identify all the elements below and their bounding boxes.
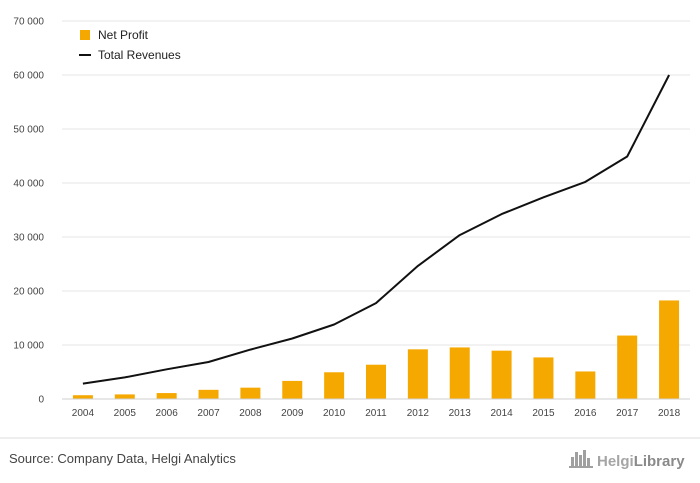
y-tick-label: 50 000 — [13, 125, 44, 136]
x-tick-label: 2008 — [239, 408, 262, 419]
bar-net-profit — [575, 371, 596, 399]
net-profit-bars — [72, 300, 680, 399]
bar-net-profit — [366, 364, 386, 399]
x-tick-label: 2012 — [407, 408, 430, 419]
bar-net-profit — [449, 347, 470, 399]
bar-net-profit — [198, 389, 219, 399]
x-tick-label: 2014 — [490, 408, 513, 419]
x-tick-label: 2010 — [323, 408, 346, 419]
y-tick-label: 70 000 — [13, 17, 44, 28]
x-tick-label: 2007 — [197, 408, 220, 419]
bar-net-profit — [156, 393, 177, 399]
y-tick-label: 0 — [38, 395, 44, 406]
bar-net-profit — [659, 300, 680, 399]
legend-swatch-net-profit — [80, 30, 90, 40]
x-tick-label: 2009 — [281, 408, 304, 419]
y-tick-label: 60 000 — [13, 71, 44, 82]
x-axis: 2004 2005 2006 2007 2008 2009 2010 2011 2012 2013… — [62, 398, 690, 419]
x-tick-label: 2006 — [156, 408, 179, 419]
x-tick-label: 2016 — [574, 408, 597, 419]
bar-net-profit — [240, 387, 261, 399]
x-tick-label: 2018 — [658, 408, 681, 419]
bar-net-profit — [407, 349, 428, 399]
y-axis: 0 10 000 20 000 30 000 40 000 50 000 60 000 70 … — [13, 17, 44, 406]
bar-net-profit — [114, 394, 135, 399]
bar-net-profit — [491, 350, 512, 399]
x-tick-label: 2004 — [72, 408, 95, 419]
x-tick-label: 2013 — [449, 408, 472, 419]
brand-logo: HelgiLibrary — [569, 450, 685, 470]
total-revenues-line-group — [82, 74, 670, 385]
brand-name-dark: Library — [634, 453, 686, 470]
source-note: Source: Company Data, Helgi Analytics — [9, 451, 236, 466]
city-skyline-icon — [569, 450, 593, 468]
bar-net-profit — [533, 357, 554, 399]
brand-name: HelgiLibrary — [597, 453, 685, 470]
x-tick-label: 2015 — [532, 408, 555, 419]
legend-label-total-revenues: Total Revenues — [98, 48, 181, 62]
bar-net-profit — [617, 335, 638, 399]
bar-net-profit — [324, 372, 345, 399]
y-tick-label: 30 000 — [13, 233, 44, 244]
legend-label-net-profit: Net Profit — [98, 28, 149, 42]
legend: Net Profit Total Revenues — [79, 28, 181, 62]
gridlines — [62, 20, 690, 346]
x-tick-label: 2017 — [616, 408, 639, 419]
y-tick-label: 10 000 — [13, 341, 44, 352]
x-tick-label: 2005 — [114, 408, 137, 419]
bar-net-profit — [282, 380, 303, 399]
x-tick-label: 2011 — [365, 408, 387, 419]
bar-net-profit — [72, 395, 93, 399]
y-tick-label: 20 000 — [13, 287, 44, 298]
y-tick-label: 40 000 — [13, 179, 44, 190]
line-total-revenues — [82, 74, 670, 385]
brand-name-light: Helgi — [597, 453, 634, 470]
